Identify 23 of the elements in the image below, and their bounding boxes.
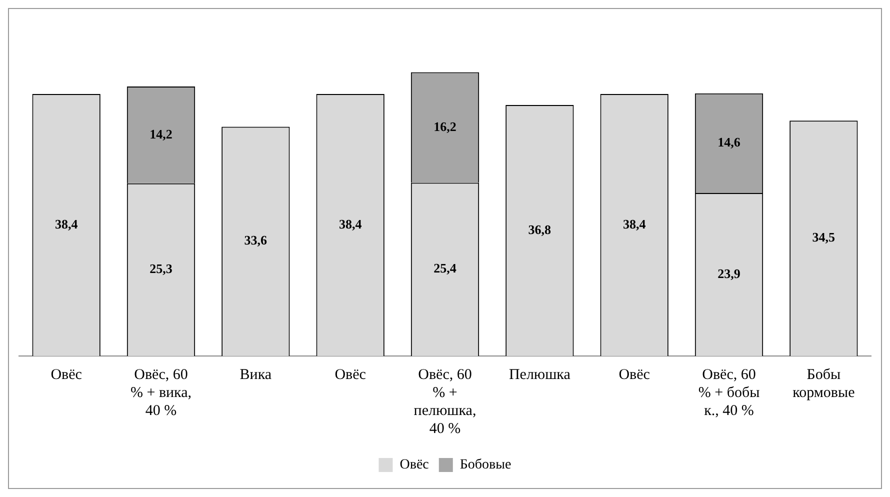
data-label: 14,6 xyxy=(718,134,741,150)
x-tick-label: Бобы кормовые xyxy=(792,366,856,401)
x-tick-label: Овёс, 60 % + вика, 40 % xyxy=(130,366,192,419)
legend-label: Бобовые xyxy=(460,458,512,473)
x-tick-label: Овёс xyxy=(50,366,82,383)
data-label: 23,9 xyxy=(718,266,741,281)
x-tick-label: Овёс, 60 % + пелюшка, 40 % xyxy=(414,366,476,437)
data-label: 14,2 xyxy=(150,126,172,142)
data-label: 38,4 xyxy=(338,216,362,232)
x-tick-label: Вика xyxy=(240,366,272,383)
data-label: 38,4 xyxy=(622,216,646,232)
data-label: 36,8 xyxy=(528,222,552,237)
data-label: 34,5 xyxy=(812,230,836,245)
x-tick-label: Овёс xyxy=(618,366,650,383)
data-label: 16,2 xyxy=(434,118,456,134)
data-label: 25,4 xyxy=(434,260,457,276)
x-tick-label: Овёс, 60 % + бобы к., 40 % xyxy=(698,366,760,419)
data-label: 38,4 xyxy=(54,216,78,232)
data-label: 33,6 xyxy=(244,232,268,248)
data-label: 25,3 xyxy=(150,261,173,276)
x-tick-label: Пелюшка xyxy=(508,366,571,383)
legend-label: Овёс xyxy=(400,458,429,473)
x-tick-label: Овёс xyxy=(334,366,366,383)
